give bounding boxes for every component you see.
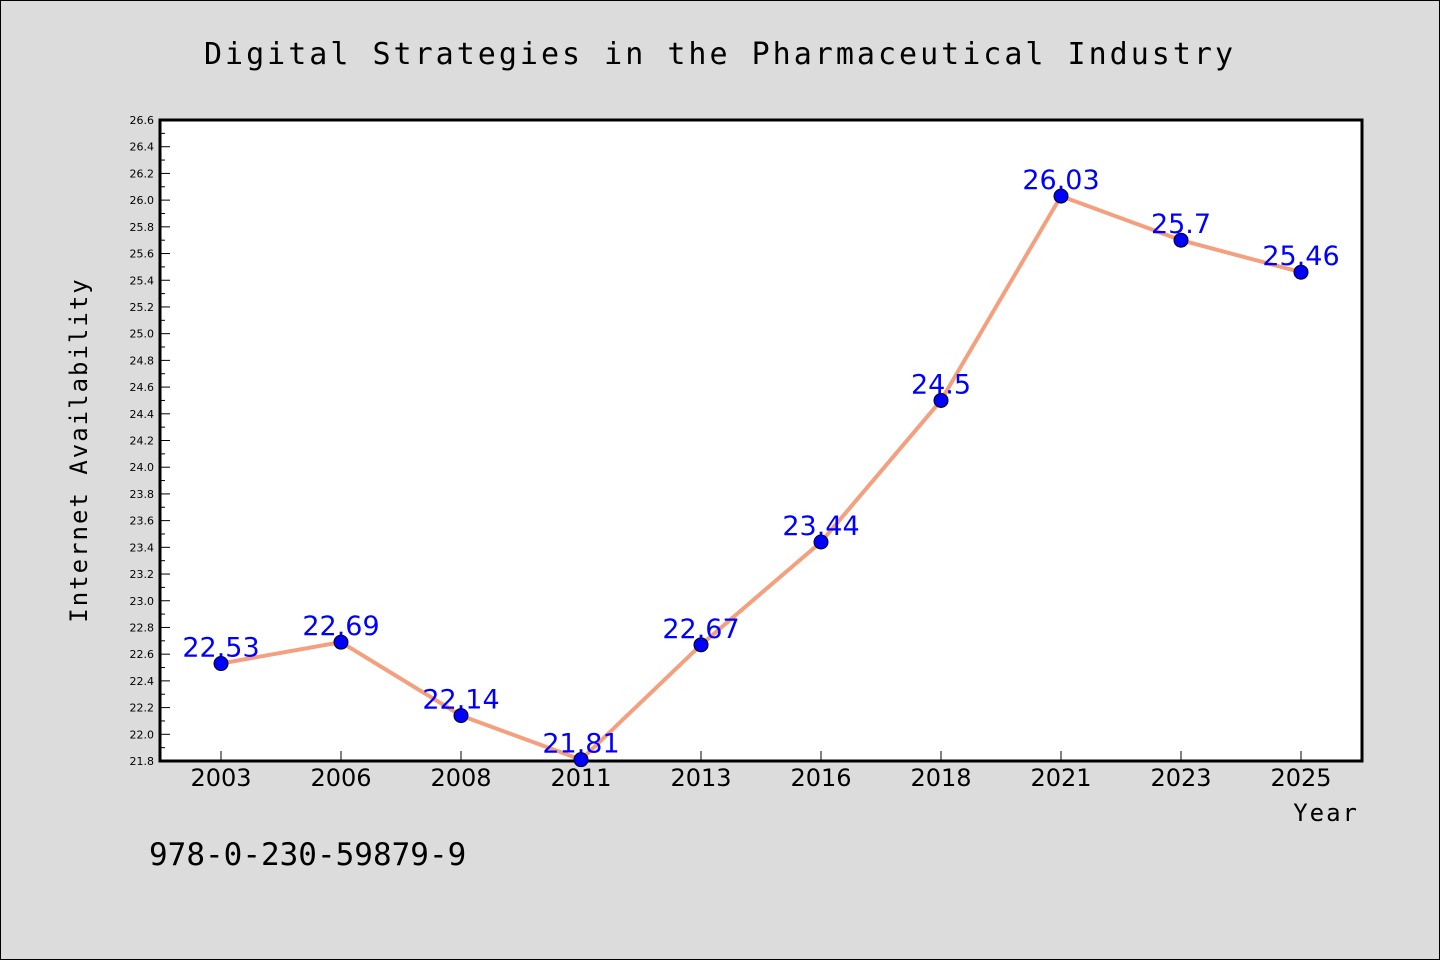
data-label: 26.03	[1022, 165, 1099, 196]
data-label: 22.14	[422, 685, 499, 716]
data-label: 23.44	[782, 511, 859, 542]
y-tick-label: 22.4	[130, 675, 155, 688]
y-axis-title: Internet Availability	[65, 277, 93, 622]
y-tick-label: 26.6	[130, 114, 155, 127]
data-label: 25.7	[1151, 209, 1211, 240]
y-tick-label: 26.4	[130, 141, 155, 154]
y-tick-label: 25.4	[130, 274, 155, 287]
y-tick-label: 23.4	[130, 541, 155, 554]
y-tick-label: 22.0	[130, 728, 155, 741]
y-tick-label: 21.8	[130, 755, 155, 768]
chart-title: Digital Strategies in the Pharmaceutical…	[204, 37, 1236, 72]
data-label: 21.81	[542, 729, 619, 760]
y-tick-label: 26.2	[130, 167, 155, 180]
data-label: 22.53	[182, 633, 259, 664]
data-label: 22.69	[302, 611, 379, 642]
x-axis-title: Year	[1293, 799, 1359, 827]
y-tick-label: 23.2	[130, 568, 155, 581]
x-tick-label: 2008	[430, 764, 491, 792]
data-label: 22.67	[662, 614, 739, 645]
data-label: 24.5	[911, 369, 971, 400]
y-tick-label: 22.6	[130, 648, 155, 661]
x-tick-label: 2023	[1150, 764, 1211, 792]
y-tick-label: 25.0	[130, 328, 155, 341]
y-tick-label: 23.6	[130, 515, 155, 528]
y-tick-label: 25.6	[130, 248, 155, 261]
y-tick-label: 26.0	[130, 194, 155, 207]
x-tick-label: 2006	[310, 764, 371, 792]
x-tick-label: 2013	[670, 764, 731, 792]
x-tick-label: 2011	[550, 764, 611, 792]
x-tick-label: 2016	[790, 764, 851, 792]
y-tick-label: 24.0	[130, 461, 155, 474]
y-tick-label: 25.8	[130, 221, 155, 234]
y-tick-label: 24.2	[130, 435, 155, 448]
x-tick-label: 2018	[910, 764, 971, 792]
y-tick-label: 23.0	[130, 595, 155, 608]
y-tick-label: 25.2	[130, 301, 155, 314]
y-tick-label: 24.8	[130, 354, 155, 367]
y-tick-label: 22.2	[130, 702, 155, 715]
y-tick-label: 24.4	[130, 408, 155, 421]
footer-code: 978-0-230-59879-9	[149, 837, 466, 873]
data-label: 25.46	[1262, 241, 1339, 272]
y-tick-label: 24.6	[130, 381, 155, 394]
x-tick-label: 2003	[190, 764, 251, 792]
x-tick-label: 2025	[1270, 764, 1331, 792]
x-tick-label: 2021	[1030, 764, 1091, 792]
y-tick-label: 23.8	[130, 488, 155, 501]
y-tick-label: 22.8	[130, 621, 155, 634]
